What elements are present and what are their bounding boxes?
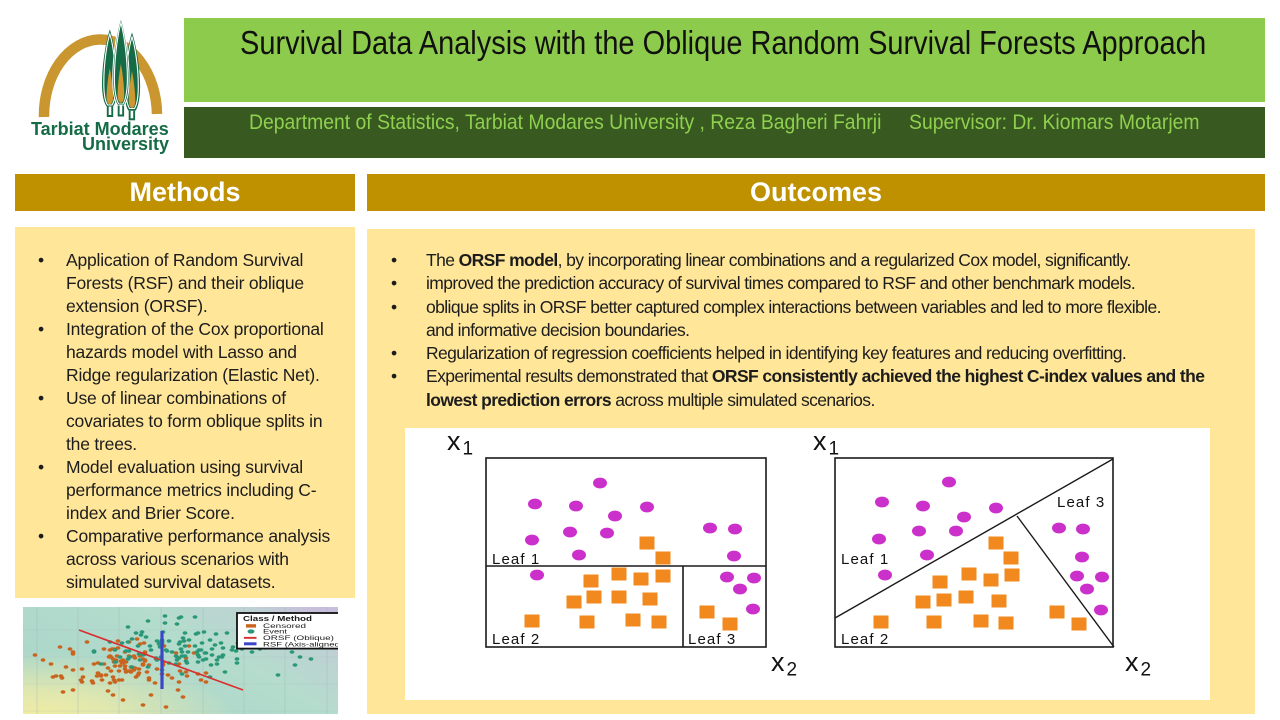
svg-text:RSF (Axis-aligned): RSF (Axis-aligned) <box>263 641 338 648</box>
svg-text:Censored: Censored <box>263 623 307 630</box>
svg-text:x: x <box>813 428 827 456</box>
svg-text:Class / Method: Class / Method <box>243 616 312 623</box>
svg-text:x: x <box>447 428 461 456</box>
svg-text:2: 2 <box>1141 660 1152 681</box>
svg-text:2: 2 <box>787 660 798 681</box>
svg-text:University: University <box>82 134 169 154</box>
svg-text:x: x <box>1125 647 1139 677</box>
svg-text:ORSF (Oblique): ORSF (Oblique) <box>263 635 334 642</box>
svg-text:1: 1 <box>829 439 840 460</box>
svg-text:Leaf 1: Leaf 1 <box>841 551 889 568</box>
svg-text:Leaf 2: Leaf 2 <box>841 631 889 648</box>
svg-text:1: 1 <box>463 439 474 460</box>
svg-text:Leaf 3: Leaf 3 <box>688 631 736 648</box>
svg-text:Tarbiat Modares: Tarbiat Modares <box>31 119 169 139</box>
svg-text:Leaf 2: Leaf 2 <box>492 631 540 648</box>
svg-text:x: x <box>771 647 785 677</box>
svg-text:Leaf 1: Leaf 1 <box>492 551 540 568</box>
svg-text:Leaf 3: Leaf 3 <box>1057 494 1105 511</box>
svg-text:Event: Event <box>263 629 287 636</box>
